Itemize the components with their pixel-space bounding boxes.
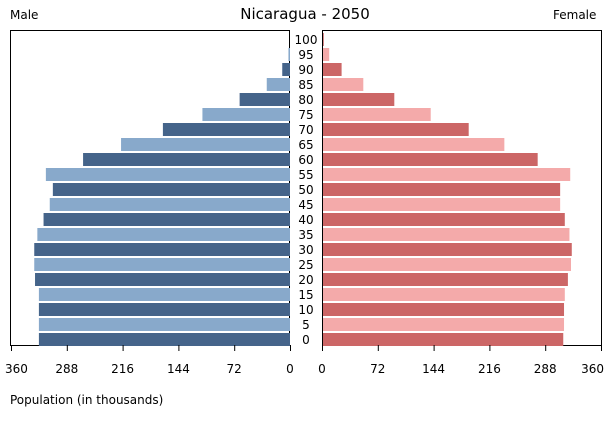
age-group-label-40: 40	[298, 213, 313, 227]
male-bar-10	[38, 303, 291, 316]
age-group-label-85: 85	[298, 78, 313, 92]
female-bar-90	[323, 63, 342, 76]
male-bar-75	[202, 108, 290, 121]
age-group-label-70: 70	[298, 123, 313, 137]
female-x-tick-label-0: 0	[318, 362, 326, 376]
male-x-tick-label-144: 144	[167, 362, 190, 376]
female-bar-100	[323, 33, 324, 46]
male-bar-65	[121, 138, 290, 151]
female-x-tick-label-288: 288	[534, 362, 557, 376]
female-bar-10	[323, 303, 565, 316]
age-group-label-95: 95	[298, 48, 313, 62]
male-x-tick-label-216: 216	[111, 362, 134, 376]
age-group-label-5: 5	[302, 318, 310, 332]
male-bar-50	[52, 183, 290, 196]
female-x-tick-label-216: 216	[478, 362, 501, 376]
female-bar-30	[323, 243, 572, 256]
male-side-label: Male	[10, 8, 39, 22]
female-bar-85	[323, 78, 364, 91]
female-bar-5	[323, 318, 565, 331]
female-bar-45	[323, 198, 561, 211]
male-bar-95	[288, 48, 290, 61]
female-bar-95	[323, 48, 330, 61]
female-bar-75	[323, 108, 431, 121]
female-bar-20	[323, 273, 568, 286]
male-x-tick-label-0: 0	[286, 362, 294, 376]
male-bar-85	[266, 78, 290, 91]
male-x-tick-label-360: 360	[5, 362, 28, 376]
male-bar-20	[35, 273, 291, 286]
male-bar-70	[162, 123, 290, 136]
male-bar-35	[37, 228, 290, 241]
male-bar-30	[34, 243, 290, 256]
female-bar-80	[323, 93, 395, 106]
age-group-label-50: 50	[298, 183, 313, 197]
age-group-label-75: 75	[298, 108, 313, 122]
age-group-label-90: 90	[298, 63, 313, 77]
male-bar-60	[83, 153, 290, 166]
male-bar-5	[38, 318, 291, 331]
female-bar-50	[323, 183, 561, 196]
male-bar-55	[45, 168, 290, 181]
x-axis-label: Population (in thousands)	[10, 393, 164, 407]
male-x-tick-label-288: 288	[55, 362, 78, 376]
female-x-tick-label-72: 72	[370, 362, 385, 376]
age-group-label-100: 100	[295, 33, 318, 47]
age-group-label-80: 80	[298, 93, 313, 107]
female-bar-0	[323, 333, 564, 346]
female-bar-60	[323, 153, 538, 166]
age-group-label-15: 15	[298, 288, 313, 302]
female-bar-15	[323, 288, 565, 301]
female-x-tick-label-360: 360	[581, 362, 604, 376]
male-x-tick-label-72: 72	[227, 362, 242, 376]
male-bar-0	[38, 333, 291, 346]
age-group-label-45: 45	[298, 198, 313, 212]
age-group-label-10: 10	[298, 303, 313, 317]
female-bar-55	[323, 168, 571, 181]
female-bar-40	[323, 213, 565, 226]
male-bar-90	[282, 63, 290, 76]
female-bar-25	[323, 258, 571, 271]
age-group-label-20: 20	[298, 273, 313, 287]
age-group-label-55: 55	[298, 168, 313, 182]
male-bar-25	[34, 258, 290, 271]
male-bar-40	[43, 213, 290, 226]
age-group-label-25: 25	[298, 258, 313, 272]
female-bar-35	[323, 228, 570, 241]
female-bar-70	[323, 123, 469, 136]
male-bar-15	[38, 288, 291, 301]
male-bar-45	[49, 198, 290, 211]
age-group-label-35: 35	[298, 228, 313, 242]
age-group-label-65: 65	[298, 138, 313, 152]
male-bar-80	[239, 93, 290, 106]
female-bar-65	[323, 138, 505, 151]
female-x-tick-label-144: 144	[422, 362, 445, 376]
age-group-label-0: 0	[302, 333, 310, 347]
chart-title: Nicaragua - 2050	[240, 5, 370, 23]
age-group-label-60: 60	[298, 153, 313, 167]
age-group-label-30: 30	[298, 243, 313, 257]
female-side-label: Female	[553, 8, 597, 22]
